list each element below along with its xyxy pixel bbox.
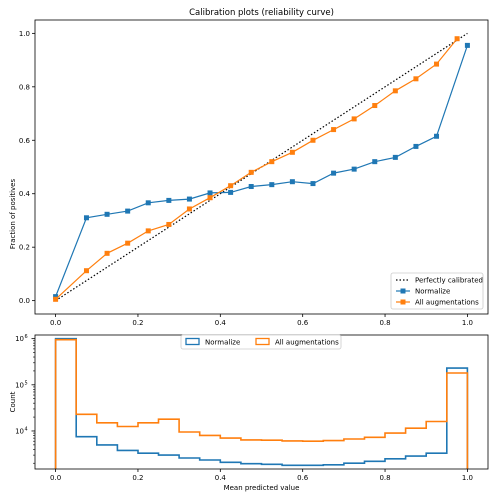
data-point-all-augmentations	[413, 76, 419, 82]
series-line-normalize	[55, 45, 468, 297]
data-point-normalize	[392, 154, 398, 160]
histogram-legend: Normalize All augmentations	[180, 334, 342, 350]
legend-hist-normalize-swatch	[185, 337, 200, 346]
data-point-all-augmentations	[228, 183, 234, 189]
data-point-normalize	[289, 179, 295, 185]
calibration-y-tick-label: 0.0	[19, 297, 30, 305]
calibration-x-tick-label: 0.2	[132, 319, 143, 327]
calibration-x-tick-label: 0.6	[297, 319, 309, 327]
legend-hist-all-augmentations-swatch	[255, 337, 270, 346]
calibration-axis-ticks: 0.0 0.2 0.4 0.6 0.8 1.0 0.0 0.2 0.4 0.6 0.8 1.0	[19, 30, 473, 327]
histogram-y-axis-label: Count	[9, 391, 17, 412]
histogram-x-tick-label: 0.0	[50, 474, 61, 482]
data-point-normalize	[434, 133, 440, 139]
legend-perfectly-calibrated-label: Perfectly calibrated	[415, 277, 483, 285]
calibration-chart: Calibration plots (reliability curve) Fr…	[9, 8, 489, 327]
histogram-y-tick-label: 10	[15, 381, 24, 389]
calibration-legend-box	[390, 272, 484, 310]
histogram-x-tick-label: 0.6	[297, 474, 309, 482]
data-point-all-augmentations	[372, 103, 378, 109]
calibration-x-tick-label: 0.0	[50, 319, 61, 327]
histogram-y-tick-label: 10	[15, 427, 24, 435]
histogram-y-tick-exponent: 6	[25, 334, 28, 340]
data-point-all-augmentations	[248, 169, 254, 175]
calibration-y-axis-label: Fraction of positives	[9, 179, 17, 250]
data-point-all-augmentations	[186, 206, 192, 212]
data-point-normalize	[186, 196, 192, 202]
data-point-normalize	[248, 184, 254, 190]
calibration-y-tick-label: 0.2	[19, 244, 30, 252]
calibration-x-tick-label: 0.8	[379, 319, 390, 327]
calibration-y-tick-label: 0.6	[19, 137, 31, 145]
data-point-normalize	[83, 215, 89, 221]
histogram-y-tick-label: 10	[15, 335, 24, 343]
data-point-normalize	[464, 42, 470, 48]
data-point-all-augmentations	[207, 195, 213, 201]
data-point-normalize	[207, 190, 213, 196]
data-point-normalize	[372, 159, 378, 165]
histogram-step-normalize	[54, 337, 469, 469]
data-point-normalize	[166, 197, 172, 203]
calibration-y-tick-label: 0.8	[19, 83, 30, 91]
data-point-all-augmentations	[289, 149, 295, 155]
data-point-normalize	[104, 211, 110, 217]
data-point-normalize	[228, 189, 234, 195]
calibration-legend: Perfectly calibrated Normalize All augme…	[390, 272, 484, 310]
calibration-y-tick-label: 1.0	[19, 30, 30, 38]
data-point-normalize	[125, 208, 131, 214]
calibration-y-tick-label: 0.4	[19, 190, 31, 198]
calibration-series	[53, 36, 470, 302]
histogram-x-tick-label: 0.4	[215, 474, 227, 482]
data-point-all-augmentations	[434, 61, 440, 67]
histogram-x-axis-label: Mean predicted value	[224, 484, 300, 492]
data-point-all-augmentations	[166, 221, 172, 227]
histogram-x-tick-label: 0.8	[379, 474, 390, 482]
data-point-all-augmentations	[83, 268, 89, 274]
data-point-normalize	[269, 182, 275, 188]
legend-all-augmentations-marker	[400, 299, 406, 305]
histogram-series	[54, 337, 469, 469]
histogram-step-all-augmentations	[54, 338, 469, 469]
calibration-plot-frame	[34, 19, 489, 315]
calibration-chart-title: Calibration plots (reliability curve)	[189, 8, 334, 18]
data-point-normalize	[53, 294, 59, 300]
data-point-all-augmentations	[392, 88, 398, 94]
data-point-all-augmentations	[269, 159, 275, 165]
data-point-normalize	[331, 170, 337, 176]
data-point-all-augmentations	[454, 36, 460, 42]
data-point-normalize	[145, 200, 151, 206]
legend-normalize-marker	[400, 288, 406, 294]
legend-hist-normalize-label: Normalize	[205, 339, 240, 347]
data-point-all-augmentations	[331, 127, 337, 133]
series-line-all-augmentations	[55, 38, 458, 300]
calibration-x-tick-label: 0.4	[215, 319, 227, 327]
histogram-x-tick-label: 1.0	[462, 474, 473, 482]
histogram-y-tick-exponent: 5	[25, 380, 28, 386]
calibration-x-tick-label: 1.0	[462, 319, 473, 327]
data-point-all-augmentations	[145, 228, 151, 234]
data-point-all-augmentations	[351, 116, 357, 122]
histogram-x-tick-label: 0.2	[132, 474, 143, 482]
data-point-all-augmentations	[125, 240, 131, 246]
histogram-chart: Count Mean predicted value 0.0 0.2 0.4 0.6 0…	[9, 334, 489, 492]
data-point-normalize	[310, 181, 316, 187]
data-point-all-augmentations	[104, 250, 110, 256]
data-point-all-augmentations	[310, 137, 316, 143]
legend-hist-all-augmentations-label: All augmentations	[275, 339, 339, 347]
histogram-legend-box	[180, 334, 342, 350]
legend-all-augmentations-label: All augmentations	[415, 299, 479, 307]
legend-normalize-label: Normalize	[415, 288, 450, 296]
data-point-normalize	[413, 143, 419, 149]
data-point-all-augmentations	[53, 296, 59, 302]
histogram-y-tick-exponent: 4	[25, 426, 28, 432]
data-point-normalize	[351, 166, 357, 172]
